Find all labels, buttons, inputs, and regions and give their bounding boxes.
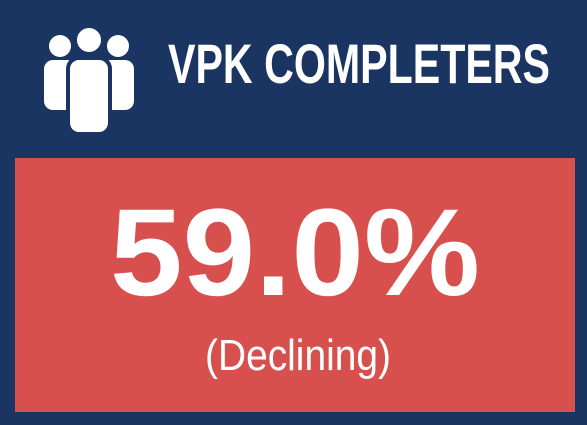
status-panel bbox=[15, 158, 575, 412]
card-title: VPK COMPLETERS bbox=[168, 32, 550, 95]
people-icon bbox=[44, 24, 134, 136]
kpi-status: (Declining) bbox=[205, 331, 391, 380]
kpi-value: 59.0% bbox=[110, 184, 480, 322]
